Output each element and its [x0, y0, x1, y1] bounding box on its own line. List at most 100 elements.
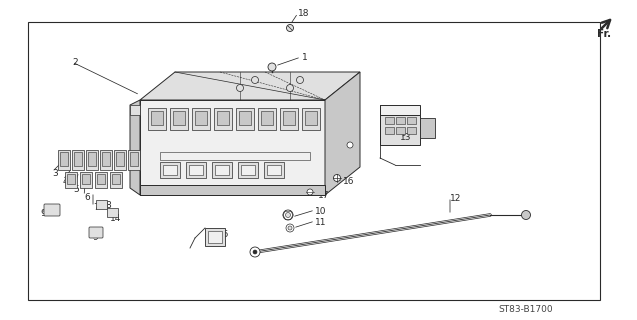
Text: 17: 17 — [318, 190, 329, 199]
Text: 9: 9 — [40, 209, 46, 218]
Bar — [396, 117, 405, 124]
Bar — [214, 108, 232, 130]
Bar — [407, 117, 416, 124]
Text: 18: 18 — [298, 9, 310, 18]
Bar — [189, 165, 203, 175]
Text: 3: 3 — [52, 169, 58, 178]
Circle shape — [285, 212, 290, 218]
Bar — [258, 108, 276, 130]
Polygon shape — [140, 100, 325, 195]
Bar — [396, 127, 405, 134]
Bar — [80, 172, 92, 188]
Bar — [170, 108, 188, 130]
Text: 1: 1 — [302, 52, 308, 61]
Bar — [264, 162, 284, 178]
Bar — [160, 152, 310, 160]
Bar — [385, 117, 394, 124]
Bar — [173, 111, 185, 125]
Circle shape — [250, 247, 260, 257]
Circle shape — [283, 210, 293, 220]
Bar — [239, 111, 251, 125]
Bar — [74, 152, 82, 166]
Text: ST83-B1700: ST83-B1700 — [498, 306, 553, 315]
Bar — [195, 111, 207, 125]
Bar — [186, 162, 206, 178]
Bar — [385, 127, 394, 134]
Polygon shape — [130, 105, 140, 115]
Bar — [407, 127, 416, 134]
Bar — [302, 108, 320, 130]
Bar — [238, 162, 258, 178]
Bar — [280, 108, 298, 130]
Bar — [305, 111, 317, 125]
Circle shape — [286, 224, 294, 232]
Bar — [114, 150, 126, 170]
Polygon shape — [325, 72, 360, 195]
FancyBboxPatch shape — [89, 227, 103, 238]
Text: 7: 7 — [93, 203, 99, 212]
Polygon shape — [420, 118, 435, 138]
Bar — [151, 111, 163, 125]
Circle shape — [287, 25, 294, 31]
Circle shape — [334, 174, 341, 181]
Circle shape — [253, 250, 257, 254]
Text: 16: 16 — [343, 177, 355, 186]
Bar — [148, 108, 166, 130]
Bar — [28, 22, 600, 300]
Circle shape — [268, 63, 276, 71]
Text: 12: 12 — [450, 194, 461, 203]
Bar — [212, 162, 232, 178]
Bar — [65, 172, 77, 188]
Text: 2: 2 — [72, 58, 78, 67]
Text: 10: 10 — [315, 206, 327, 215]
Bar — [88, 152, 96, 166]
Circle shape — [347, 142, 353, 148]
Bar — [82, 174, 90, 184]
Circle shape — [307, 189, 313, 195]
Bar — [95, 172, 107, 188]
Text: 11: 11 — [315, 218, 327, 227]
Bar — [163, 165, 177, 175]
Text: Fr.: Fr. — [597, 29, 611, 39]
Text: 15: 15 — [218, 229, 229, 238]
Circle shape — [252, 76, 259, 84]
Circle shape — [287, 84, 294, 92]
Polygon shape — [140, 185, 325, 195]
Bar — [217, 111, 229, 125]
Bar — [60, 152, 68, 166]
Polygon shape — [140, 72, 360, 100]
Text: 5: 5 — [73, 185, 79, 194]
Bar — [208, 231, 222, 243]
Bar — [283, 111, 295, 125]
Circle shape — [296, 76, 303, 84]
Bar — [205, 228, 225, 246]
Bar — [97, 174, 105, 184]
Polygon shape — [380, 105, 420, 115]
Bar — [116, 152, 124, 166]
Bar — [241, 165, 255, 175]
Circle shape — [288, 226, 292, 230]
Text: 6: 6 — [84, 193, 90, 202]
Bar — [160, 162, 180, 178]
Polygon shape — [380, 115, 420, 145]
Bar — [67, 174, 75, 184]
Bar — [86, 150, 98, 170]
Bar — [100, 150, 112, 170]
Text: 14: 14 — [110, 213, 122, 222]
Bar — [107, 208, 118, 217]
Circle shape — [236, 84, 243, 92]
FancyBboxPatch shape — [44, 204, 60, 216]
Bar — [128, 150, 140, 170]
Text: 13: 13 — [400, 132, 412, 141]
Bar — [72, 150, 84, 170]
Bar — [215, 165, 229, 175]
Bar — [96, 200, 107, 209]
Bar — [112, 174, 120, 184]
Bar — [102, 152, 110, 166]
Text: 4: 4 — [63, 177, 69, 186]
Bar — [267, 165, 281, 175]
Bar — [130, 152, 138, 166]
Bar — [236, 108, 254, 130]
Polygon shape — [130, 100, 140, 195]
Bar — [58, 150, 70, 170]
